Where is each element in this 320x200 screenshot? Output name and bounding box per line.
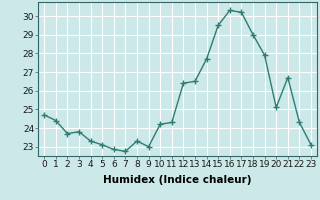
X-axis label: Humidex (Indice chaleur): Humidex (Indice chaleur)	[103, 175, 252, 185]
